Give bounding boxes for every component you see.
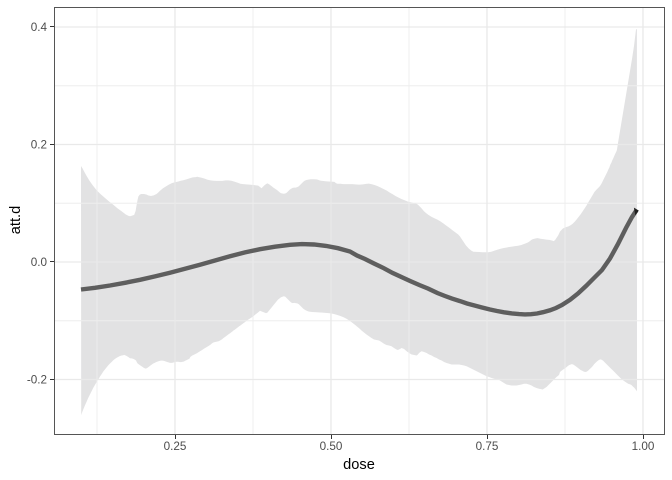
- svg-text:0.0: 0.0: [31, 256, 48, 269]
- svg-text:0.50: 0.50: [320, 440, 343, 453]
- svg-text:1.00: 1.00: [632, 440, 655, 453]
- svg-text:0.2: 0.2: [31, 139, 47, 152]
- svg-text:att.d: att.d: [8, 206, 24, 234]
- svg-text:0.4: 0.4: [31, 21, 48, 34]
- svg-text:0.75: 0.75: [476, 440, 499, 453]
- svg-text:-0.2: -0.2: [27, 374, 47, 387]
- svg-text:0.25: 0.25: [164, 440, 187, 453]
- svg-text:dose: dose: [343, 457, 375, 473]
